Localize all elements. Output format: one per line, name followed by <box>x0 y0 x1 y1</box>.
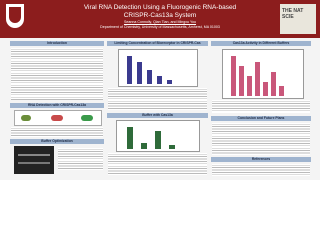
poster-title: Viral RNA Detection Using a Fluorogenic … <box>60 4 260 19</box>
header-band <box>0 0 320 38</box>
poster: Viral RNA Detection Using a Fluorogenic … <box>0 0 320 180</box>
body-text <box>212 123 310 155</box>
section-header: Buffer with Cas13a <box>107 113 208 118</box>
bar-chart <box>222 49 304 99</box>
section-header: Cas13a Activity in Different Buffers <box>211 41 311 46</box>
poster-authors: Seanna Connolly, Qian Tian, and Mingxu Y… <box>60 20 260 30</box>
section-header: Introduction <box>10 41 104 46</box>
body-text <box>212 164 310 176</box>
section-header: Limiting Concentration of Bioreceptor in… <box>107 41 208 46</box>
title-line: Viral RNA Detection Using a Fluorogenic … <box>83 4 237 11</box>
section-header: RNA Detection with CRISPR-Cas13a <box>10 103 104 108</box>
authors: Seanna Connolly, Qian Tian, and Mingxu Y… <box>123 20 197 24</box>
title-line: CRISPR-Cas13a System <box>123 11 197 19</box>
section-header: Conclusion and Future Plans <box>211 116 311 121</box>
body-text <box>212 100 310 113</box>
bar-chart <box>116 120 200 152</box>
bar-chart <box>118 49 198 87</box>
affiliation: Department of Chemistry, University of M… <box>100 25 220 29</box>
body-text <box>108 153 207 175</box>
body-text <box>11 127 103 137</box>
section-header: References <box>211 157 311 162</box>
university-logo <box>6 4 24 28</box>
gel-image <box>14 146 54 174</box>
section-header: Buffer Optimization <box>10 139 104 144</box>
body-text <box>58 148 103 170</box>
schematic <box>14 110 102 126</box>
college-logo: THE NAT SCIE <box>280 4 316 34</box>
body-text <box>11 48 103 100</box>
body-text <box>108 88 207 110</box>
